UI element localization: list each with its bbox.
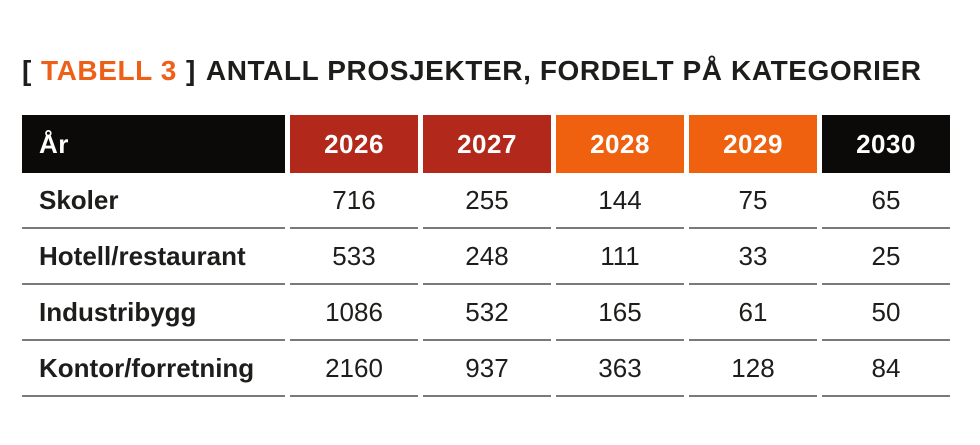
row-value: 532	[423, 285, 551, 341]
row-value: 716	[290, 173, 418, 229]
row-label: Industribygg	[22, 285, 285, 341]
row-value: 1086	[290, 285, 418, 341]
row-value: 25	[822, 229, 950, 285]
row-value: 255	[423, 173, 551, 229]
title-tag: TABELL 3	[40, 55, 177, 86]
row-label: Hotell/restaurant	[22, 229, 285, 285]
row-value: 128	[689, 341, 817, 397]
row-value: 533	[290, 229, 418, 285]
header-cell-2026: 2026	[290, 115, 418, 173]
row-label: Skoler	[22, 173, 285, 229]
table-row: Industribygg 1086 532 165 61 50	[22, 285, 950, 341]
row-value: 165	[556, 285, 684, 341]
table-row: Hotell/restaurant 533 248 111 33 25	[22, 229, 950, 285]
row-value: 2160	[290, 341, 418, 397]
row-label: Kontor/forretning	[22, 341, 285, 397]
row-value: 111	[556, 229, 684, 285]
row-value: 61	[689, 285, 817, 341]
header-cell-2028: 2028	[556, 115, 684, 173]
row-value: 75	[689, 173, 817, 229]
row-value: 144	[556, 173, 684, 229]
title-bracket-open: [	[22, 55, 32, 86]
row-value: 248	[423, 229, 551, 285]
row-value: 65	[822, 173, 950, 229]
header-cell-2027: 2027	[423, 115, 551, 173]
row-value: 50	[822, 285, 950, 341]
table-title: [ TABELL 3] ANTALL PROSJEKTER, FORDELT PÅ …	[22, 57, 922, 85]
row-value: 937	[423, 341, 551, 397]
title-bracket-close: ]	[185, 55, 196, 86]
row-value: 33	[689, 229, 817, 285]
header-cell-2030: 2030	[822, 115, 950, 173]
title-text: ANTALL PROSJEKTER, FORDELT PÅ KATEGORIER	[205, 55, 922, 86]
table-row: Kontor/forretning 2160 937 363 128 84	[22, 341, 950, 397]
row-value: 84	[822, 341, 950, 397]
projects-table: År 2026 2027 2028 2029 2030 Skoler 716 255 144 7…	[22, 115, 950, 397]
table-body: Skoler 716 255 144 75 65 Hotell/restaurant 533 2…	[22, 173, 950, 397]
table-header-row: År 2026 2027 2028 2029 2030	[22, 115, 950, 173]
header-cell-2029: 2029	[689, 115, 817, 173]
row-value: 363	[556, 341, 684, 397]
header-cell-year-label: År	[22, 115, 285, 173]
table-row: Skoler 716 255 144 75 65	[22, 173, 950, 229]
